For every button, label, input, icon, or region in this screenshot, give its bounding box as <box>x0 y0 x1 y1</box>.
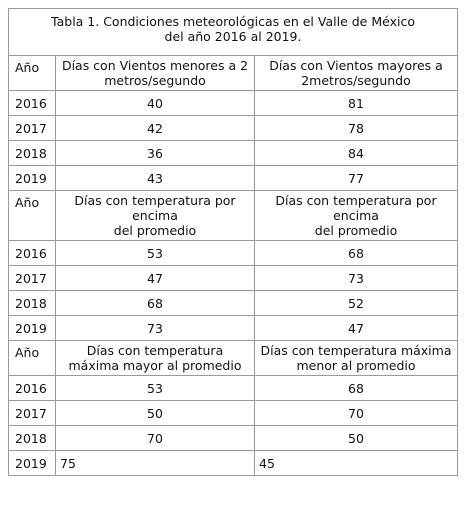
value-cell: 40 <box>55 90 255 116</box>
table-body: Tabla 1. Condiciones meteorológicas en e… <box>7 8 459 476</box>
data-row: 2016 40 81 <box>8 90 459 116</box>
title-row: Tabla 1. Condiciones meteorológicas en e… <box>7 8 459 56</box>
column-header: Días con Vientos mayores a 2metros/segun… <box>253 55 459 91</box>
year-header: Año <box>8 190 56 241</box>
value-cell: 42 <box>55 115 255 141</box>
value-cell: 68 <box>55 290 255 316</box>
value-cell: 50 <box>253 425 459 451</box>
year-header: Año <box>8 55 56 91</box>
data-row: 2018 70 50 <box>8 425 459 451</box>
year-cell: 2019 <box>8 450 56 476</box>
year-cell: 2018 <box>8 425 56 451</box>
header-row: Año Días con Vientos menores a 2 metros/s… <box>8 55 459 91</box>
year-cell: 2017 <box>8 115 56 141</box>
data-row: 2018 68 52 <box>8 290 459 316</box>
value-cell: 43 <box>55 165 255 191</box>
value-cell: 68 <box>253 240 459 266</box>
header-row: Año Días con temperatura máxima mayor al … <box>8 340 459 376</box>
data-row: 2017 42 78 <box>8 115 459 141</box>
value-cell: 47 <box>253 315 459 341</box>
value-cell: 52 <box>253 290 459 316</box>
data-row: 2019 75 45 <box>8 450 459 476</box>
value-cell: 53 <box>55 240 255 266</box>
column-header: Días con Vientos menores a 2 metros/segu… <box>55 55 255 91</box>
header-row: Año Días con temperatura por encima del p… <box>8 190 459 241</box>
data-row: 2017 47 73 <box>8 265 459 291</box>
value-cell: 81 <box>253 90 459 116</box>
column-header: Días con temperatura máxima mayor al pro… <box>55 340 255 376</box>
value-cell: 73 <box>253 265 459 291</box>
column-header: Días con temperatura por encima del prom… <box>253 190 459 241</box>
value-cell: 70 <box>253 400 459 426</box>
year-cell: 2017 <box>8 265 56 291</box>
data-row: 2016 53 68 <box>8 375 459 401</box>
table-title: Tabla 1. Condiciones meteorológicas en e… <box>7 8 459 56</box>
value-cell: 45 <box>253 450 459 476</box>
data-row: 2017 50 70 <box>8 400 459 426</box>
year-cell: 2019 <box>8 165 56 191</box>
column-header: Días con temperatura máxima menor al pro… <box>253 340 459 376</box>
value-cell: 70 <box>55 425 255 451</box>
year-cell: 2017 <box>8 400 56 426</box>
year-header: Año <box>8 340 56 376</box>
value-cell: 73 <box>55 315 255 341</box>
value-cell: 53 <box>55 375 255 401</box>
data-row: 2018 36 84 <box>8 140 459 166</box>
data-row: 2019 73 47 <box>8 315 459 341</box>
data-row: 2016 53 68 <box>8 240 459 266</box>
column-header: Días con temperatura por encima del prom… <box>55 190 255 241</box>
value-cell: 50 <box>55 400 255 426</box>
weather-table: Tabla 1. Condiciones meteorológicas en e… <box>7 8 459 476</box>
year-cell: 2016 <box>8 375 56 401</box>
value-cell: 36 <box>55 140 255 166</box>
year-cell: 2016 <box>8 240 56 266</box>
year-cell: 2018 <box>8 140 56 166</box>
value-cell: 68 <box>253 375 459 401</box>
data-row: 2019 43 77 <box>8 165 459 191</box>
value-cell: 75 <box>55 450 255 476</box>
value-cell: 77 <box>253 165 459 191</box>
value-cell: 78 <box>253 115 459 141</box>
value-cell: 47 <box>55 265 255 291</box>
year-cell: 2016 <box>8 90 56 116</box>
value-cell: 84 <box>253 140 459 166</box>
year-cell: 2019 <box>8 315 56 341</box>
year-cell: 2018 <box>8 290 56 316</box>
